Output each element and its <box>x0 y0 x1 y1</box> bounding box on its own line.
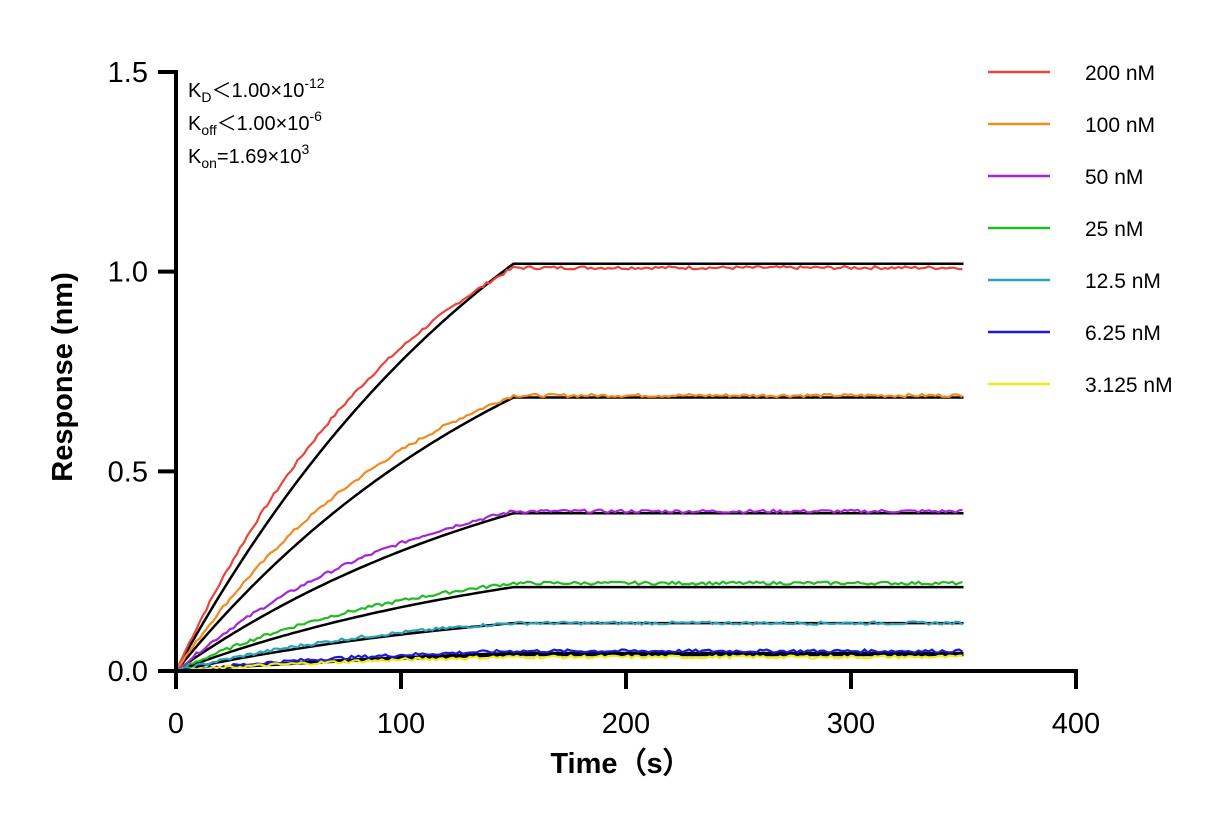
kon-annotation: Kon=1.69×103 <box>188 141 309 171</box>
fit-curve <box>174 262 964 672</box>
series-line <box>175 620 964 673</box>
series-line <box>175 654 963 673</box>
legend-label: 25 nM <box>1085 218 1143 241</box>
data-traces <box>175 264 964 673</box>
series-line <box>175 264 963 672</box>
x-tick-label: 300 <box>827 708 875 740</box>
legend-label: 50 nM <box>1085 166 1143 189</box>
legend-label: 6.25 nM <box>1085 322 1161 345</box>
x-tick-label: 200 <box>602 708 650 740</box>
fit-curve <box>175 585 964 673</box>
series-line <box>175 392 963 672</box>
kd-annotation: KD＜1.00×10-12 <box>188 75 325 105</box>
x-axis-title: Time（s） <box>550 747 691 780</box>
series-line <box>175 648 963 673</box>
series-line <box>175 508 963 672</box>
y-tick-label: 0.0 <box>108 656 148 688</box>
legend-label: 200 nM <box>1085 62 1155 85</box>
fit-curve <box>175 621 964 673</box>
x-tick-label: 400 <box>1052 708 1100 740</box>
legend-label: 12.5 nM <box>1085 270 1161 293</box>
fit-curve <box>175 512 964 673</box>
x-tick-label: 100 <box>377 708 425 740</box>
y-axis-title: Response (nm) <box>47 272 79 481</box>
y-tick-label: 1.5 <box>108 57 148 89</box>
legend-label: 100 nM <box>1085 114 1155 137</box>
y-tick-label: 0.5 <box>108 456 148 488</box>
koff-annotation: Koff＜1.00×10-6 <box>188 108 322 138</box>
series-line <box>175 580 963 672</box>
legend: 200 nM 100 nM 50 nM 25 nM 12.5 nM 6.25 nM 3.12… <box>988 62 1173 397</box>
legend-label: 3.125 nM <box>1085 374 1173 397</box>
axes: 0 100 200 300 400 0.0 0.5 1.0 1.5 <box>108 57 1101 740</box>
y-tick-label: 1.0 <box>108 257 148 289</box>
x-tick-label: 0 <box>168 708 184 740</box>
fit-curve <box>175 396 964 672</box>
